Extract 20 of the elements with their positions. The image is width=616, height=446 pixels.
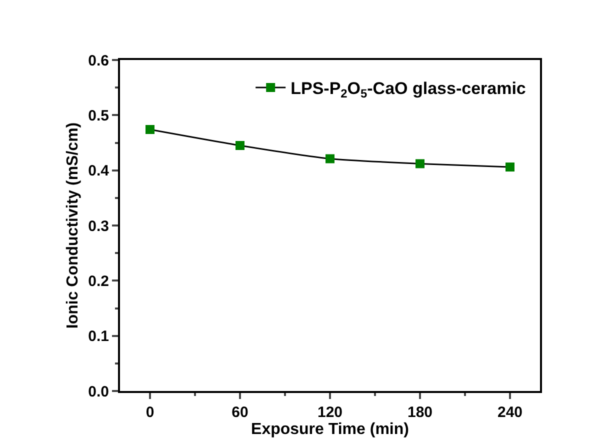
point (416, 159, 424, 168)
x-tick-label: 240 (497, 404, 523, 421)
point (146, 125, 154, 134)
y-tick-label: 0.4 (88, 162, 110, 180)
y-tick-label: 0.5 (88, 107, 109, 124)
y-axis-title: Ionic Conductivity (mS/cm) (64, 122, 82, 329)
point (326, 154, 334, 164)
y-tick-label: 0.6 (88, 52, 109, 70)
legend-label: LPS-P$_{2}$O$_{5}$-CaO glass-ceramic (290, 79, 526, 101)
x-tick-label: 120 (317, 404, 343, 421)
y-tick-label: 0.3 (88, 218, 109, 235)
x-tick-label: 0 (146, 404, 154, 421)
x-tick-label: 180 (407, 404, 433, 421)
x-axis-title: Exposure Time (min) (251, 421, 409, 438)
x-tick-label: 60 (232, 404, 248, 421)
y-tick-label: 0.2 (88, 272, 109, 290)
point (236, 141, 244, 150)
point (506, 162, 514, 172)
y-tick-label: 0.1 (88, 328, 109, 346)
y-tick-label: 0.0 (88, 383, 109, 400)
